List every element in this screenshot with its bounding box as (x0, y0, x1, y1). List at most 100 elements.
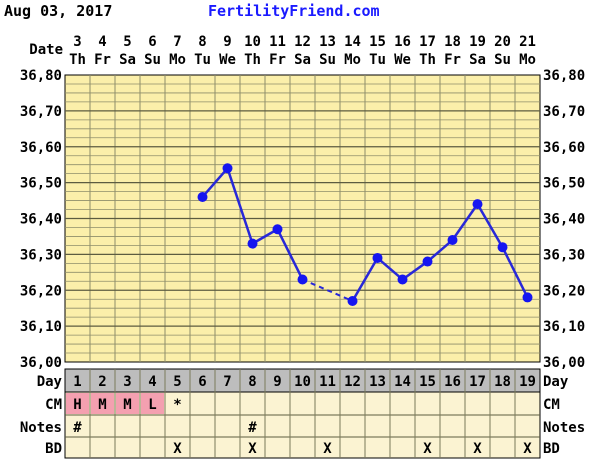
weekday-label: Fr (94, 52, 111, 68)
weekday-label: Mo (344, 52, 361, 68)
temperature-line-segment (201, 167, 229, 198)
weekday-label: Su (144, 52, 161, 68)
date-label: 15 (369, 34, 386, 50)
weekday-label: Th (244, 52, 261, 68)
cycle-day-label: 2 (98, 374, 106, 390)
date-label: 3 (73, 34, 81, 50)
temperature-point[interactable] (472, 199, 483, 210)
weekday-label: Fr (269, 52, 286, 68)
bd-marker: X (323, 441, 332, 457)
y-tick-label-left: 36,60 (20, 140, 62, 156)
temperature-line-segment (351, 257, 379, 302)
y-tick-label-right: 36,20 (543, 283, 585, 299)
date-label: 17 (419, 34, 436, 50)
date-label: 20 (494, 34, 511, 50)
date-label: 10 (244, 34, 261, 50)
y-tick-label-left: 36,20 (20, 283, 62, 299)
temperature-point[interactable] (372, 252, 383, 263)
cycle-day-label: 1 (73, 374, 81, 390)
cycle-day-label: 18 (494, 374, 511, 390)
date-label: 6 (148, 34, 156, 50)
temperature-point[interactable] (447, 235, 458, 246)
y-tick-label-right: 36,50 (543, 176, 585, 192)
cm-value: M (123, 397, 131, 413)
y-tick-label-left: 36,70 (20, 104, 62, 120)
bd-marker: X (173, 441, 182, 457)
temperature-point[interactable] (197, 191, 208, 202)
bd-marker: X (473, 441, 482, 457)
date-label: 14 (344, 34, 361, 50)
temperature-line-segment (476, 203, 504, 248)
site-link[interactable]: FertilityFriend.com (208, 2, 380, 20)
y-tick-label-right: 36,70 (543, 104, 585, 120)
y-tick-label-right: 36,80 (543, 68, 585, 84)
day-row-label-left: Day (37, 374, 63, 390)
temperature-point[interactable] (522, 292, 533, 303)
weekday-label: Tu (369, 52, 386, 68)
temperature-point[interactable] (497, 242, 508, 253)
cycle-day-label: 14 (394, 374, 411, 390)
cycle-day-label: 8 (248, 374, 256, 390)
date-label: 13 (319, 34, 336, 50)
bd-row-label-right: BD (543, 441, 560, 457)
weekday-label: Sa (469, 52, 486, 68)
cm-value: H (73, 397, 81, 413)
date-row-label: Date (29, 42, 63, 58)
weekday-label: Th (419, 52, 436, 68)
temperature-point[interactable] (347, 296, 358, 307)
temperature-point[interactable] (272, 224, 283, 235)
cm-row-label-right: CM (543, 397, 560, 413)
notes-row-label-left: Notes (20, 420, 62, 436)
y-tick-label-left: 36,50 (20, 176, 62, 192)
weekday-label: We (394, 52, 411, 68)
note-marker: # (73, 420, 82, 436)
date-label: 18 (444, 34, 461, 50)
cycle-day-label: 16 (444, 374, 461, 390)
date-label: 16 (394, 34, 411, 50)
cycle-day-label: 11 (319, 374, 336, 390)
date-label: 11 (269, 34, 286, 50)
date-label: 8 (198, 34, 206, 50)
temperature-point[interactable] (222, 163, 233, 174)
temperature-line-segment (376, 257, 404, 281)
cycle-day-label: 9 (273, 374, 281, 390)
temperature-point[interactable] (247, 238, 258, 249)
cycle-day-label: 13 (369, 374, 386, 390)
weekday-label: Mo (519, 52, 536, 68)
date-label: 5 (123, 34, 131, 50)
weekday-label: Fr (444, 52, 461, 68)
cycle-day-label: 6 (198, 374, 206, 390)
cycle-day-label: 7 (223, 374, 231, 390)
y-tick-label-left: 36,30 (20, 247, 62, 263)
y-tick-label-right: 36,10 (543, 319, 585, 335)
y-tick-label-left: 36,10 (20, 319, 62, 335)
bd-marker: X (523, 441, 532, 457)
cm-cell-highlight (66, 393, 89, 414)
date-label: 12 (294, 34, 311, 50)
date-label: 19 (469, 34, 486, 50)
cm-value: * (173, 397, 181, 413)
cm-value: L (148, 397, 156, 413)
temperature-point[interactable] (297, 274, 308, 285)
cm-cell-highlight (141, 393, 164, 414)
cm-cell-highlight (116, 393, 139, 414)
temperature-gap-segment (302, 278, 353, 302)
bd-row-label-left: BD (45, 441, 62, 457)
temperature-line-segment (501, 246, 529, 298)
weekday-label: Tu (194, 52, 211, 68)
weekday-label: Sa (119, 52, 136, 68)
temperature-point[interactable] (397, 274, 408, 285)
y-tick-label-left: 36,40 (20, 212, 62, 228)
cycle-day-label: 5 (173, 374, 181, 390)
date-label: 7 (173, 34, 181, 50)
temperature-line-segment (401, 260, 429, 281)
temperature-line-segment (226, 167, 254, 245)
y-tick-label-right: 36,00 (543, 355, 585, 371)
temperature-point[interactable] (422, 256, 433, 267)
weekday-label: Sa (294, 52, 311, 68)
day-row-label-right: Day (543, 374, 569, 390)
bd-marker: X (423, 441, 432, 457)
y-tick-label-right: 36,40 (543, 212, 585, 228)
